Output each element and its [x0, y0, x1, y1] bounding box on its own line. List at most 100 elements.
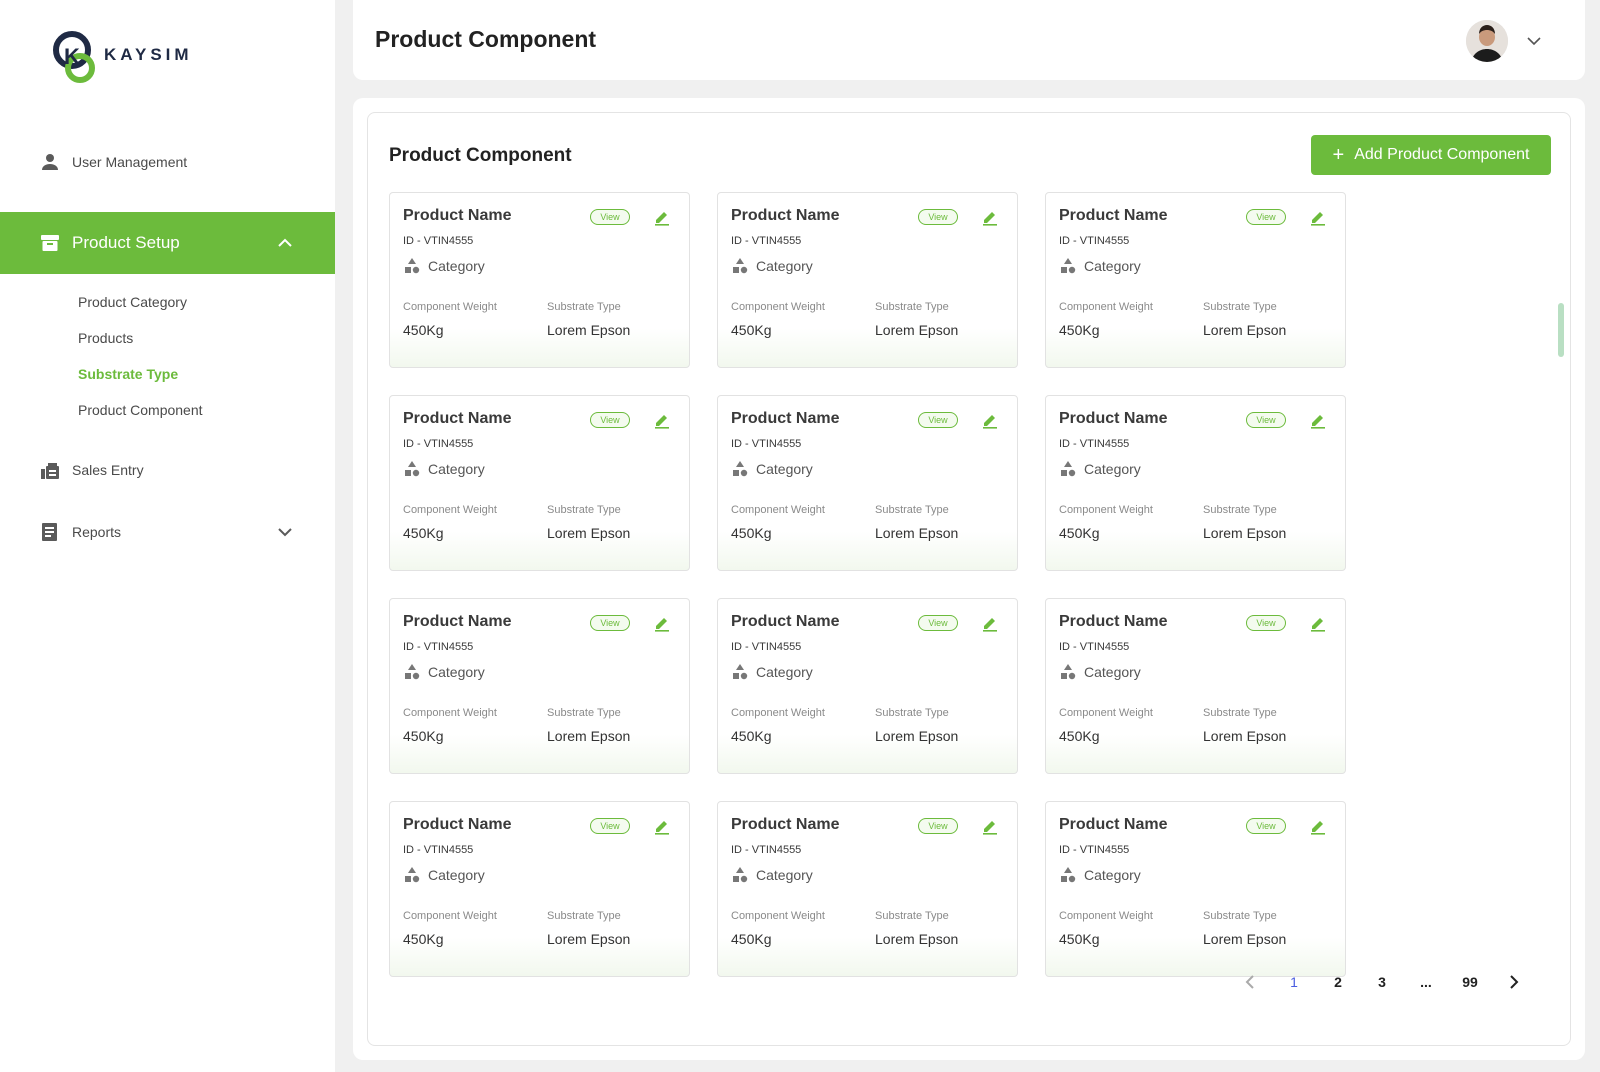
product-card[interactable]: Product Name View ID - VTIN4555 Category Com…	[717, 395, 1018, 571]
add-product-component-button[interactable]: + Add Product Component	[1311, 135, 1551, 175]
sidebar-subitem-products[interactable]: Products	[78, 330, 134, 346]
substrate-type-label: Substrate Type	[875, 910, 949, 922]
product-category: Category	[428, 461, 485, 477]
account-menu-chevron-down-icon[interactable]	[1525, 32, 1543, 50]
product-category: Category	[1084, 461, 1141, 477]
view-button[interactable]: View	[590, 615, 630, 631]
page-1[interactable]: 1	[1290, 974, 1298, 990]
edit-pencil-icon[interactable]	[981, 208, 999, 226]
substrate-type-value: Lorem Epson	[1203, 322, 1287, 338]
product-id: ID - VTIN4555	[731, 641, 802, 653]
sidebar-subitem-product-component[interactable]: Product Component	[78, 402, 203, 418]
component-weight-label: Component Weight	[731, 504, 825, 516]
view-button[interactable]: View	[590, 209, 630, 225]
edit-pencil-icon[interactable]	[653, 411, 671, 429]
product-card[interactable]: Product Name View ID - VTIN4555 Category Com…	[717, 598, 1018, 774]
product-card[interactable]: Product Name View ID - VTIN4555 Category Com…	[389, 192, 690, 368]
product-card[interactable]: Product Name View ID - VTIN4555 Category Com…	[389, 598, 690, 774]
product-card[interactable]: Product Name View ID - VTIN4555 Category Com…	[389, 801, 690, 977]
component-weight-value: 450Kg	[1059, 525, 1100, 541]
edit-pencil-icon[interactable]	[1309, 817, 1327, 835]
substrate-type-value: Lorem Epson	[547, 728, 631, 744]
component-weight-label: Component Weight	[1059, 707, 1153, 719]
chevron-up-icon[interactable]	[276, 234, 294, 252]
view-button[interactable]: View	[590, 412, 630, 428]
substrate-type-label: Substrate Type	[875, 707, 949, 719]
add-button-label: Add Product Component	[1354, 146, 1530, 163]
view-button[interactable]: View	[918, 412, 958, 428]
sales-stack-icon	[40, 460, 60, 480]
kaysim-logo[interactable]: K KAYSIM	[50, 24, 193, 86]
product-name: Product Name	[403, 613, 512, 630]
product-card[interactable]: Product Name View ID - VTIN4555 Category Com…	[1045, 801, 1346, 977]
scrollbar-thumb[interactable]	[1558, 303, 1564, 357]
edit-pencil-icon[interactable]	[653, 208, 671, 226]
avatar[interactable]	[1466, 20, 1508, 62]
substrate-type-label: Substrate Type	[547, 301, 621, 313]
product-id: ID - VTIN4555	[731, 438, 802, 450]
sidebar-item-product-setup[interactable]: Product Setup	[0, 212, 335, 274]
prev-page-chevron-left-icon[interactable]	[1228, 972, 1272, 992]
edit-pencil-icon[interactable]	[1309, 208, 1327, 226]
main-panel: Product Component + Add Product Componen…	[353, 98, 1585, 1060]
sidebar-subitem-product-category[interactable]: Product Category	[78, 294, 187, 310]
edit-pencil-icon[interactable]	[653, 817, 671, 835]
substrate-type-value: Lorem Epson	[547, 322, 631, 338]
view-button[interactable]: View	[918, 818, 958, 834]
product-card[interactable]: Product Name View ID - VTIN4555 Category Com…	[1045, 395, 1346, 571]
edit-pencil-icon[interactable]	[1309, 614, 1327, 632]
product-id: ID - VTIN4555	[403, 235, 474, 247]
product-name: Product Name	[731, 207, 840, 224]
substrate-type-label: Substrate Type	[1203, 301, 1277, 313]
component-weight-value: 450Kg	[1059, 931, 1100, 947]
product-name: Product Name	[403, 816, 512, 833]
product-card[interactable]: Product Name View ID - VTIN4555 Category Com…	[389, 395, 690, 571]
view-button[interactable]: View	[1246, 615, 1286, 631]
product-card[interactable]: Product Name View ID - VTIN4555 Category Com…	[717, 192, 1018, 368]
component-weight-value: 450Kg	[403, 931, 444, 947]
next-page-chevron-right-icon[interactable]	[1492, 972, 1536, 992]
component-weight-value: 450Kg	[403, 322, 444, 338]
product-category: Category	[1084, 258, 1141, 274]
category-shapes-icon	[733, 664, 748, 680]
edit-pencil-icon[interactable]	[981, 614, 999, 632]
view-button[interactable]: View	[590, 818, 630, 834]
substrate-type-value: Lorem Epson	[875, 322, 959, 338]
view-button[interactable]: View	[1246, 412, 1286, 428]
component-weight-value: 450Kg	[403, 728, 444, 744]
sidebar-subitem-substrate-type[interactable]: Substrate Type	[78, 366, 179, 382]
product-category: Category	[756, 461, 813, 477]
substrate-type-label: Substrate Type	[547, 707, 621, 719]
edit-pencil-icon[interactable]	[981, 817, 999, 835]
svg-text:K: K	[64, 44, 80, 69]
product-card[interactable]: Product Name View ID - VTIN4555 Category Com…	[1045, 598, 1346, 774]
page-2[interactable]: 2	[1334, 974, 1342, 990]
edit-pencil-icon[interactable]	[653, 614, 671, 632]
category-shapes-icon	[405, 664, 420, 680]
component-weight-value: 450Kg	[731, 525, 772, 541]
sidebar-item-user-management[interactable]: User Management	[0, 150, 335, 174]
sidebar-item-sales-entry[interactable]: Sales Entry	[0, 458, 335, 482]
view-button[interactable]: View	[1246, 209, 1286, 225]
edit-pencil-icon[interactable]	[1309, 411, 1327, 429]
view-button[interactable]: View	[918, 615, 958, 631]
product-card[interactable]: Product Name View ID - VTIN4555 Category Com…	[1045, 192, 1346, 368]
user-icon	[40, 152, 60, 172]
sidebar-item-reports[interactable]: Reports	[0, 520, 335, 544]
product-id: ID - VTIN4555	[1059, 641, 1130, 653]
page-99[interactable]: 99	[1462, 974, 1478, 990]
view-button[interactable]: View	[918, 209, 958, 225]
section-title: Product Component	[389, 145, 572, 166]
substrate-type-value: Lorem Epson	[1203, 931, 1287, 947]
category-shapes-icon	[1061, 461, 1076, 477]
product-card[interactable]: Product Name View ID - VTIN4555 Category Com…	[717, 801, 1018, 977]
view-button[interactable]: View	[1246, 818, 1286, 834]
edit-pencil-icon[interactable]	[981, 411, 999, 429]
sidebar-item-label: User Management	[72, 154, 188, 170]
page-3[interactable]: 3	[1378, 974, 1386, 990]
product-category: Category	[428, 867, 485, 883]
substrate-type-label: Substrate Type	[875, 504, 949, 516]
substrate-type-value: Lorem Epson	[547, 525, 631, 541]
product-name: Product Name	[403, 410, 512, 427]
chevron-down-icon[interactable]	[276, 523, 294, 541]
